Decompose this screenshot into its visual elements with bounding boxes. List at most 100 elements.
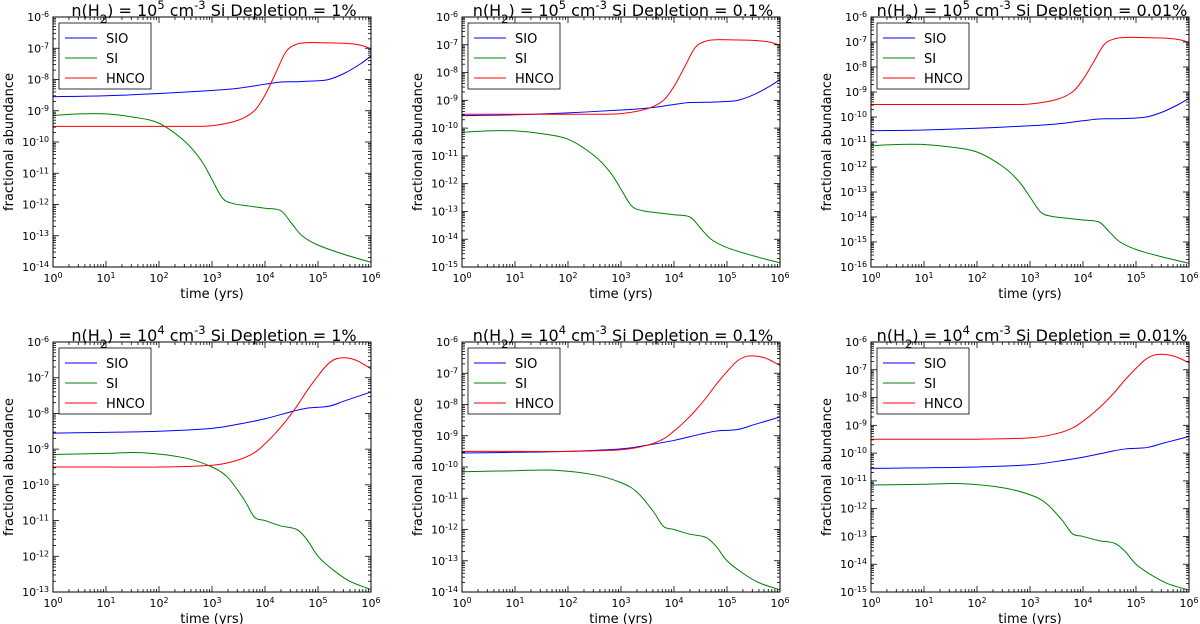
- x-tick-label: 104: [664, 596, 683, 611]
- plot-frame: [52, 16, 372, 268]
- y-tick-label: 10-8: [845, 390, 867, 405]
- x-tick-label: 100: [861, 271, 880, 286]
- y-tick-label: 10-8: [436, 397, 458, 412]
- series-line-si: [462, 469, 780, 591]
- x-tick-label: 101: [914, 596, 933, 611]
- series-line-hnco: [871, 36, 1189, 106]
- y-tick-label: 10-6: [436, 335, 458, 350]
- y-tick-label: 10-12: [840, 501, 867, 516]
- legend-label-si: SI: [924, 52, 936, 67]
- x-tick-label: 106: [361, 596, 380, 611]
- y-tick-label: 10-10: [22, 135, 49, 150]
- y-tick-label: 10-13: [431, 204, 458, 219]
- x-tick-label: 104: [1073, 596, 1092, 611]
- plot-frame: [52, 341, 372, 593]
- y-axis-label: fractional abundance: [2, 73, 17, 211]
- series-line-sio: [871, 435, 1189, 469]
- x-axis-label: time (yrs): [589, 287, 652, 302]
- x-tick-label: 105: [1126, 271, 1145, 286]
- y-tick-label: 10-8: [845, 60, 867, 75]
- x-tick-label: 106: [1179, 596, 1198, 611]
- series-line-si: [53, 113, 371, 263]
- plot-frame: [461, 341, 781, 593]
- legend-box: [467, 22, 561, 90]
- plot-frame: [870, 341, 1190, 593]
- chart-title: n(H2) = 104 cm-3 Si Depletion = 1%: [71, 323, 356, 351]
- x-tick-label: 101: [96, 271, 115, 286]
- x-tick-label: 105: [308, 271, 327, 286]
- y-tick-label: 10-10: [431, 121, 458, 136]
- y-tick-label: 10-14: [840, 210, 867, 225]
- y-tick-label: 10-14: [22, 260, 49, 275]
- chart-title: n(H2) = 104 cm-3 Si Depletion = 0.01%: [877, 323, 1188, 351]
- y-axis-label: fractional abundance: [820, 398, 835, 536]
- legend-label-sio: SIO: [924, 32, 946, 47]
- x-axis-label: time (yrs): [998, 287, 1061, 302]
- x-tick-label: 105: [717, 596, 736, 611]
- y-axis-label: fractional abundance: [411, 73, 426, 211]
- legend-label-sio: SIO: [106, 32, 128, 47]
- x-tick-label: 103: [202, 271, 221, 286]
- x-tick-label: 100: [43, 596, 62, 611]
- y-tick-label: 10-7: [27, 370, 49, 385]
- x-tick-label: 102: [558, 271, 577, 286]
- x-tick-label: 101: [96, 596, 115, 611]
- legend: SIO SI HNCO: [58, 22, 152, 90]
- y-tick-label: 10-12: [431, 522, 458, 537]
- y-tick-label: 10-13: [22, 585, 49, 600]
- y-tick-label: 10-7: [436, 37, 458, 52]
- y-tick-label: 10-7: [436, 366, 458, 381]
- y-tick-label: 10-11: [840, 135, 867, 150]
- x-tick-label: 101: [505, 596, 524, 611]
- series-line-hnco: [871, 353, 1189, 440]
- y-tick-label: 10-16: [840, 260, 867, 275]
- series-line-si: [462, 130, 780, 264]
- y-tick-label: 10-9: [845, 418, 867, 433]
- y-tick-label: 10-7: [845, 362, 867, 377]
- series-line-si: [871, 482, 1189, 591]
- y-tick-label: 10-12: [22, 549, 49, 564]
- y-tick-label: 10-13: [22, 228, 49, 243]
- legend: SIO SI HNCO: [467, 22, 561, 90]
- series-line-si: [871, 143, 1189, 264]
- y-tick-label: 10-9: [27, 103, 49, 118]
- x-tick-label: 106: [361, 271, 380, 286]
- x-tick-label: 103: [1020, 596, 1039, 611]
- x-tick-label: 101: [914, 271, 933, 286]
- chart-panel-2: 100 101 102 103 104 105 106 10-15 10-14 10-13 10-1…: [411, 0, 790, 302]
- legend-label-sio: SIO: [106, 357, 128, 372]
- legend-label-sio: SIO: [515, 32, 537, 47]
- y-tick-label: 10-15: [840, 585, 867, 600]
- y-axis-label: fractional abundance: [820, 73, 835, 211]
- plot-frame: [461, 16, 781, 268]
- x-tick-label: 102: [967, 596, 986, 611]
- series-line-hnco: [462, 355, 780, 452]
- y-tick-label: 10-9: [845, 85, 867, 100]
- y-tick-label: 10-8: [27, 406, 49, 421]
- series-line-sio: [871, 97, 1189, 132]
- series-line-sio: [462, 79, 780, 117]
- legend-label-hnco: HNCO: [515, 397, 554, 412]
- y-tick-label: 10-6: [27, 335, 49, 350]
- y-tick-label: 10-14: [840, 557, 867, 572]
- y-tick-label: 10-9: [27, 442, 49, 457]
- x-tick-label: 102: [149, 596, 168, 611]
- y-tick-label: 10-6: [436, 10, 458, 25]
- legend-label-hnco: HNCO: [515, 72, 554, 87]
- x-axis-label: time (yrs): [589, 612, 652, 624]
- legend: SIO SI HNCO: [876, 22, 970, 90]
- legend-label-si: SI: [515, 52, 527, 67]
- x-tick-label: 106: [770, 596, 789, 611]
- legend: SIO SI HNCO: [876, 347, 970, 415]
- x-axis-label: time (yrs): [180, 287, 243, 302]
- chart-title: n(H2) = 105 cm-3 Si Depletion = 0.1%: [473, 0, 773, 26]
- x-tick-label: 103: [611, 596, 630, 611]
- x-tick-label: 104: [1073, 271, 1092, 286]
- y-tick-label: 10-11: [431, 148, 458, 163]
- y-tick-label: 10-14: [431, 585, 458, 600]
- x-tick-label: 106: [1179, 271, 1198, 286]
- y-tick-label: 10-11: [840, 473, 867, 488]
- y-tick-label: 10-12: [22, 197, 49, 212]
- y-tick-label: 10-10: [431, 460, 458, 475]
